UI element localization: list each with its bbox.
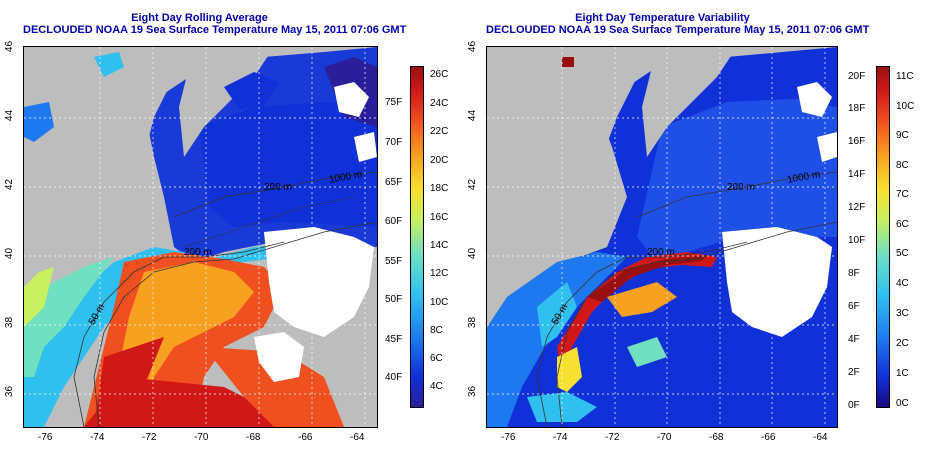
left-xtick: -66	[298, 432, 313, 443]
right-ytick: 42	[467, 178, 479, 191]
right-cbar-c: 10C	[896, 101, 915, 112]
left-cbar-c: 26C	[430, 69, 449, 80]
right-xtick: -76	[501, 432, 516, 443]
right-ytick: 38	[467, 316, 479, 329]
left-cbar-f: 60F	[385, 216, 403, 227]
right-xtick: -68	[709, 432, 724, 443]
right-ytick: 44	[467, 109, 479, 122]
left-title-line2: DECLOUDED NOAA 19 Sea Surface Temperatur…	[23, 24, 407, 36]
right-cbar-c: 0C	[896, 398, 909, 409]
right-xtick: -70	[657, 432, 672, 443]
right-colorbar	[876, 66, 890, 408]
right-xtick: -66	[761, 432, 776, 443]
left-cbar-f: 55F	[385, 256, 403, 267]
right-cbar-c: 7C	[896, 189, 909, 200]
right-ytick: 46	[467, 40, 479, 53]
right-cbar-c: 1C	[896, 368, 909, 379]
right-cbar-f: 20F	[848, 71, 866, 82]
right-cbar-f: 8F	[848, 268, 860, 279]
left-contour-label-200m-a: 200 m	[184, 247, 212, 258]
right-cbar-c: 9C	[896, 130, 909, 141]
left-cbar-f: 65F	[385, 177, 403, 188]
right-cbar-c: 6C	[896, 219, 909, 230]
left-xtick: -68	[246, 432, 261, 443]
left-cbar-f: 50F	[385, 294, 403, 305]
left-cbar-f: 40F	[385, 372, 403, 383]
right-cbar-c: 5C	[896, 248, 909, 259]
right-contour-label-200m-a: 200 m	[647, 247, 675, 258]
left-xtick: -74	[90, 432, 105, 443]
left-cbar-c: 24C	[430, 98, 449, 109]
left-cbar-c: 8C	[430, 325, 443, 336]
left-ytick: 36	[4, 385, 16, 398]
left-cbar-c: 14C	[430, 240, 449, 251]
right-xtick: -72	[605, 432, 620, 443]
left-colorbar	[410, 66, 424, 408]
left-cbar-c: 12C	[430, 268, 449, 279]
left-cbar-c: 10C	[430, 297, 449, 308]
left-xtick: -64	[350, 432, 365, 443]
right-map-svg	[487, 47, 837, 427]
right-cbar-f: 4F	[848, 334, 860, 345]
right-cbar-c: 8C	[896, 160, 909, 171]
right-cbar-c: 4C	[896, 278, 909, 289]
left-cbar-c: 22C	[430, 126, 449, 137]
right-cbar-c: 2C	[896, 338, 909, 349]
left-xtick: -76	[38, 432, 53, 443]
left-cbar-c: 16C	[430, 212, 449, 223]
left-map: 50 m 200 m 200 m 1000 m	[23, 46, 378, 428]
right-contour-label-200m-b: 200 m	[727, 182, 755, 193]
right-cbar-c: 3C	[896, 308, 909, 319]
right-ytick: 36	[467, 385, 479, 398]
right-cbar-f: 16F	[848, 136, 866, 147]
right-title-line1: Eight Day Temperature Variability	[575, 12, 750, 24]
right-xtick: -64	[813, 432, 828, 443]
left-cbar-c: 6C	[430, 353, 443, 364]
left-cbar-c: 18C	[430, 183, 449, 194]
left-ytick: 40	[4, 247, 16, 260]
left-ytick: 38	[4, 316, 16, 329]
left-cbar-f: 45F	[385, 334, 403, 345]
left-map-svg	[24, 47, 377, 427]
left-title-line1: Eight Day Rolling Average	[131, 12, 268, 24]
right-cbar-f: 0F	[848, 400, 860, 411]
right-map: 50 m 200 m 200 m 1000 m	[486, 46, 838, 428]
right-cbar-f: 2F	[848, 367, 860, 378]
right-xtick: -74	[553, 432, 568, 443]
right-cbar-f: 10F	[848, 235, 866, 246]
right-ytick: 40	[467, 247, 479, 260]
left-cbar-c: 4C	[430, 381, 443, 392]
left-xtick: -70	[194, 432, 209, 443]
left-ytick: 44	[4, 109, 16, 122]
right-cbar-f: 18F	[848, 103, 866, 114]
right-cbar-f: 14F	[848, 169, 866, 180]
left-ytick: 46	[4, 40, 16, 53]
left-cbar-c: 20C	[430, 155, 449, 166]
right-cbar-f: 12F	[848, 202, 866, 213]
left-contour-label-200m-b: 200 m	[264, 182, 292, 193]
left-cbar-f: 70F	[385, 137, 403, 148]
left-xtick: -72	[142, 432, 157, 443]
left-cbar-f: 75F	[385, 97, 403, 108]
right-title-line2: DECLOUDED NOAA 19 Sea Surface Temperatur…	[486, 24, 870, 36]
left-ytick: 42	[4, 178, 16, 191]
right-cbar-c: 11C	[896, 71, 914, 82]
right-cbar-f: 6F	[848, 301, 860, 312]
